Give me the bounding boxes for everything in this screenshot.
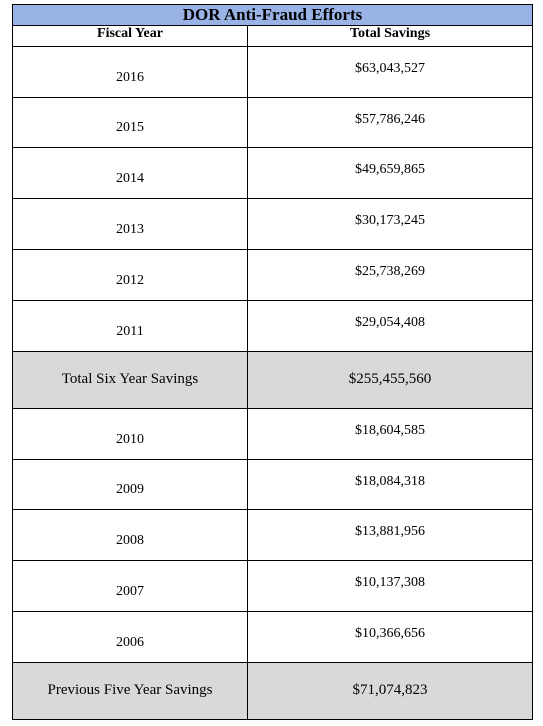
fiscal-year-cell: 2016 [12, 45, 248, 98]
savings-cell: $10,137,308 [246, 560, 534, 613]
table-row: 2015 $57,786,246 [12, 96, 534, 149]
table-row: 2016 $63,043,527 [12, 45, 534, 98]
table-row: 2009 $18,084,318 [12, 458, 534, 511]
savings-cell: $57,786,246 [246, 96, 534, 149]
savings-cell: $49,659,865 [246, 147, 534, 200]
savings-cell: $13,881,956 [246, 509, 534, 562]
table-title: DOR Anti-Fraud Efforts [11, 3, 534, 27]
table-row: 2006 $10,366,656 [12, 611, 534, 663]
savings-cell: $25,738,269 [246, 249, 534, 301]
savings-cell: $18,084,318 [246, 458, 534, 511]
savings-cell: $63,043,527 [246, 45, 534, 98]
table-row: 2013 $30,173,245 [12, 198, 534, 251]
total-value: $255,455,560 [246, 350, 534, 409]
header-total-savings: Total Savings [246, 25, 534, 47]
savings-table: DOR Anti-Fraud Efforts Fiscal Year Total… [11, 3, 534, 721]
fiscal-year-cell: 2009 [12, 458, 248, 511]
table-row: 2014 $49,659,865 [12, 147, 534, 200]
table-row: 2008 $13,881,956 [12, 509, 534, 562]
five-year-total-row: Previous Five Year Savings $71,074,823 [12, 661, 534, 721]
fiscal-year-cell: 2014 [12, 147, 248, 200]
header-row: Fiscal Year Total Savings [12, 25, 534, 47]
table-row: 2010 $18,604,585 [12, 407, 534, 460]
fiscal-year-cell: 2012 [12, 249, 248, 301]
fiscal-year-cell: 2015 [12, 96, 248, 149]
table-row: 2007 $10,137,308 [12, 560, 534, 613]
header-fiscal-year: Fiscal Year [12, 25, 248, 47]
title-row: DOR Anti-Fraud Efforts [11, 3, 534, 27]
savings-cell: $18,604,585 [246, 407, 534, 460]
savings-cell: $30,173,245 [246, 198, 534, 251]
total-label: Total Six Year Savings [12, 350, 248, 409]
total-label: Previous Five Year Savings [12, 661, 248, 721]
fiscal-year-cell: 2007 [12, 560, 248, 613]
savings-cell: $10,366,656 [246, 611, 534, 663]
table-row: 2012 $25,738,269 [12, 249, 534, 301]
fiscal-year-cell: 2011 [12, 299, 248, 352]
fiscal-year-cell: 2010 [12, 407, 248, 460]
table-row: 2011 $29,054,408 [12, 299, 534, 352]
fiscal-year-cell: 2006 [12, 611, 248, 663]
six-year-total-row: Total Six Year Savings $255,455,560 [12, 350, 534, 409]
savings-cell: $29,054,408 [246, 299, 534, 352]
fiscal-year-cell: 2013 [12, 198, 248, 251]
fiscal-year-cell: 2008 [12, 509, 248, 562]
total-value: $71,074,823 [246, 661, 534, 721]
